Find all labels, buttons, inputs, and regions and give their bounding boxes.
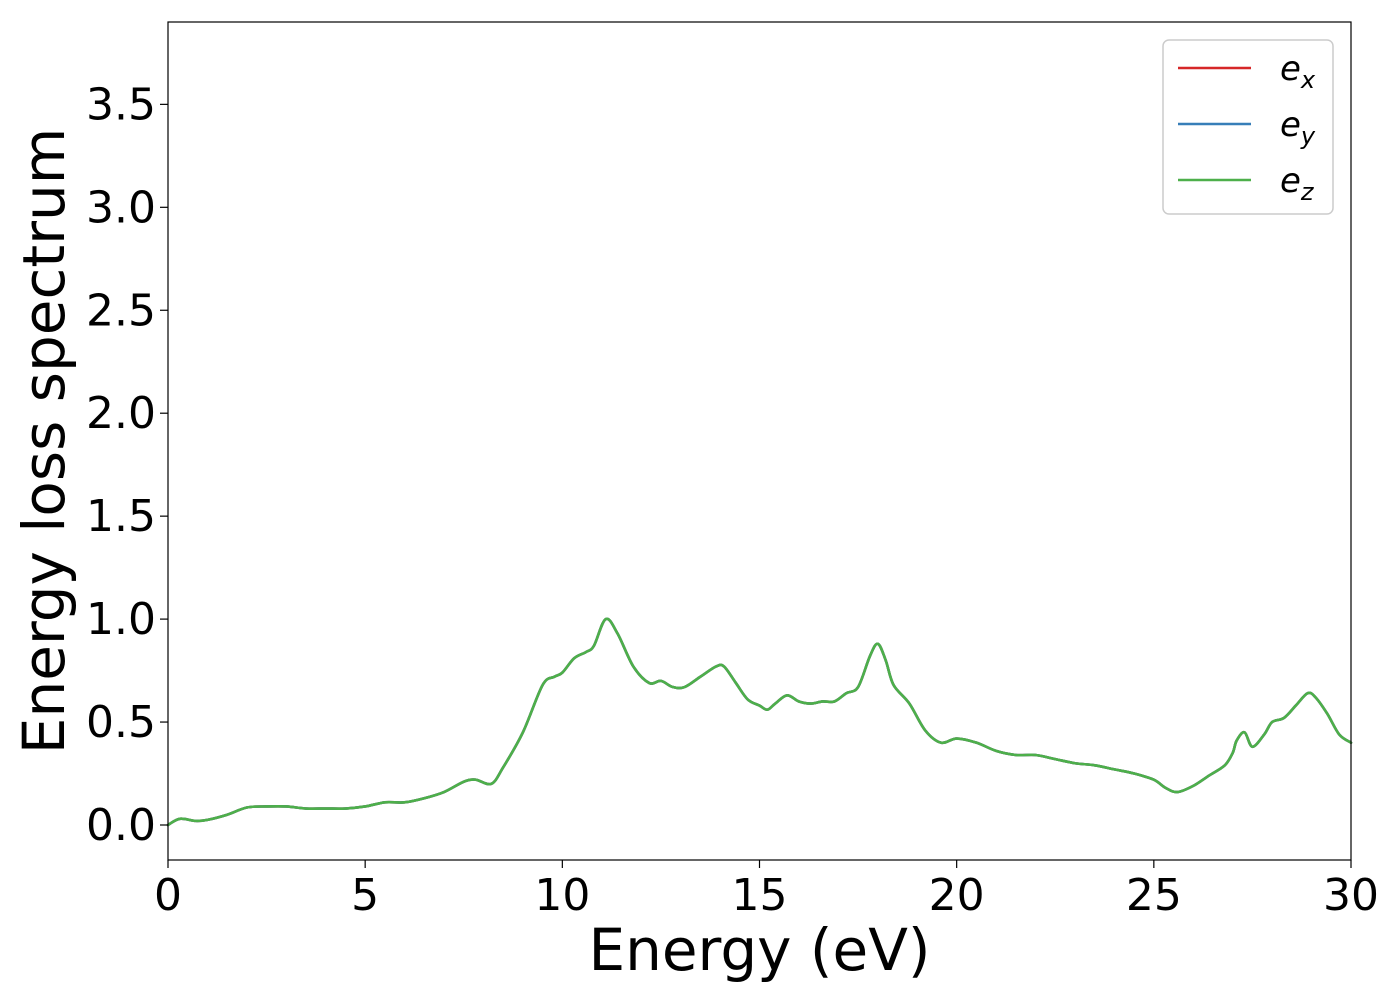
y-tick-label: 1.5 bbox=[86, 491, 156, 542]
x-tick-label: 0 bbox=[154, 870, 182, 921]
legend-label-subscript: z bbox=[1300, 178, 1315, 206]
y-tick-label: 3.0 bbox=[86, 182, 156, 233]
x-tick-label: 5 bbox=[351, 870, 379, 921]
legend-label-subscript: x bbox=[1300, 66, 1316, 94]
y-axis-label: Energy loss spectrum bbox=[10, 128, 78, 754]
series-line-e-z bbox=[166, 617, 1353, 827]
y-tick-label: 3.5 bbox=[86, 79, 156, 130]
x-tick-label: 25 bbox=[1126, 870, 1182, 921]
y-tick-label: 0.5 bbox=[86, 697, 156, 748]
legend-label-subscript: y bbox=[1300, 122, 1316, 150]
plot-background bbox=[168, 22, 1351, 860]
legend-box bbox=[1162, 39, 1334, 215]
series-layer bbox=[166, 617, 1353, 827]
legend-label-main: e bbox=[1280, 105, 1301, 145]
legend-label-e-z: ez bbox=[1280, 161, 1315, 206]
x-tick-label: 30 bbox=[1323, 870, 1379, 921]
x-axis-ticks: 0 5 10 15 20 25 30 bbox=[154, 860, 1379, 921]
y-axis-ticks: 0.0 0.5 1.0 1.5 2.0 2.5 3.0 3.5 bbox=[86, 79, 168, 851]
legend-label-e-x: ex bbox=[1280, 49, 1316, 94]
y-tick-label: 1.0 bbox=[86, 594, 156, 645]
y-tick-label: 0.0 bbox=[86, 800, 156, 851]
legend-label-main: e bbox=[1280, 49, 1301, 89]
x-tick-label: 10 bbox=[534, 870, 590, 921]
legend-label-e-y: ey bbox=[1280, 105, 1316, 150]
y-tick-label: 2.0 bbox=[86, 388, 156, 439]
legend-label-main: e bbox=[1280, 161, 1301, 201]
x-axis-label: Energy (eV) bbox=[588, 916, 930, 984]
x-tick-label: 20 bbox=[929, 870, 985, 921]
y-tick-label: 2.5 bbox=[86, 285, 156, 336]
x-tick-label: 15 bbox=[732, 870, 788, 921]
